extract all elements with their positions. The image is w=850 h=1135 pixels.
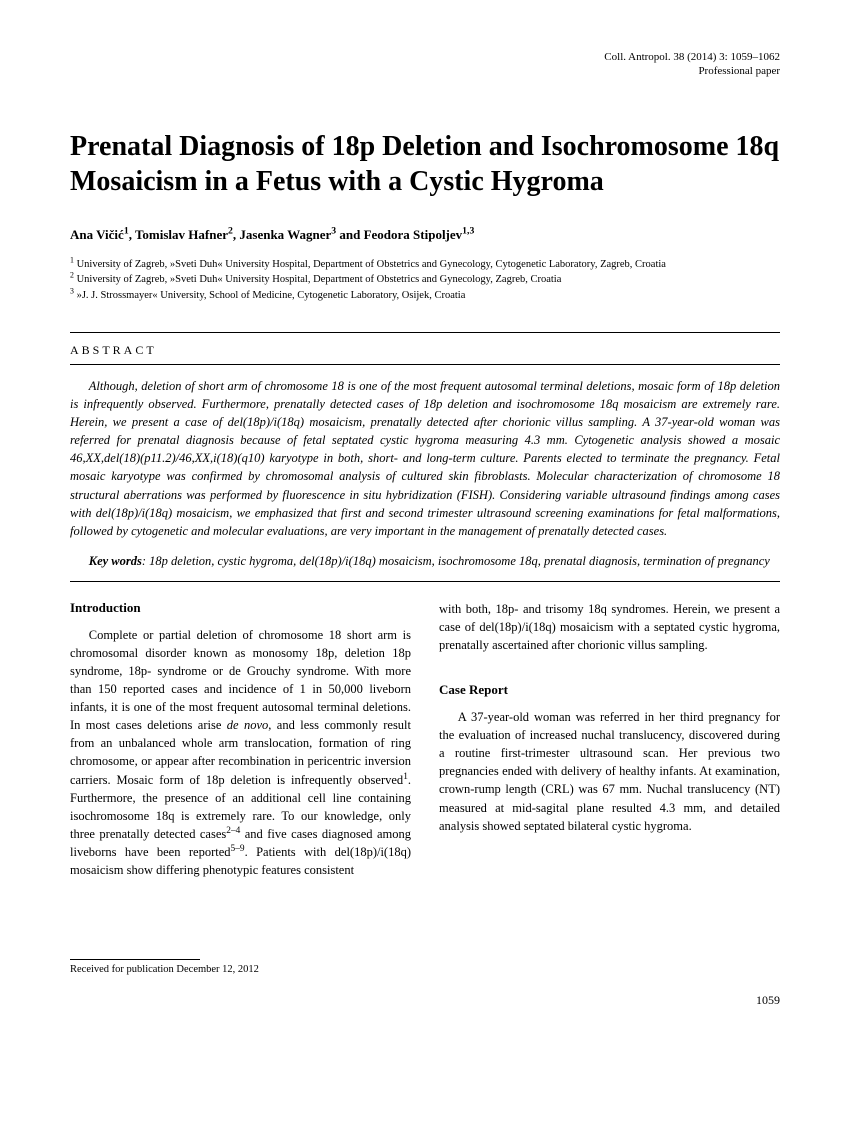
header-meta: Coll. Antropol. 38 (2014) 3: 1059–1062 P… <box>70 50 780 79</box>
divider <box>70 581 780 582</box>
abstract-body: Although, deletion of short arm of chrom… <box>70 377 780 540</box>
page-number: 1059 <box>70 993 780 1008</box>
affiliation: 1 University of Zagreb, »Sveti Duh« Univ… <box>70 257 780 273</box>
affiliation: 2 University of Zagreb, »Sveti Duh« Univ… <box>70 272 780 288</box>
keywords-label: Key words <box>89 554 142 568</box>
footnote-rule <box>70 959 200 960</box>
column-left: Introduction Complete or partial deletio… <box>70 600 411 880</box>
paper-type: Professional paper <box>698 65 780 77</box>
citation-line: Coll. Antropol. 38 (2014) 3: 1059–1062 <box>604 51 780 63</box>
intro-heading: Introduction <box>70 600 411 616</box>
abstract-heading: ABSTRACT <box>70 343 780 358</box>
divider <box>70 364 780 365</box>
case-report-heading: Case Report <box>439 682 780 698</box>
keywords: Key words: 18p deletion, cystic hygroma,… <box>70 552 780 570</box>
intro-paragraph: Complete or partial deletion of chromoso… <box>70 626 411 880</box>
column-right: with both, 18p- and trisomy 18q syndrome… <box>439 600 780 880</box>
body-columns: Introduction Complete or partial deletio… <box>70 600 780 880</box>
affiliation: 3 »J. J. Strossmayer« University, School… <box>70 288 780 304</box>
divider <box>70 332 780 333</box>
footer: Received for publication December 12, 20… <box>70 959 780 1008</box>
paper-title: Prenatal Diagnosis of 18p Deletion and I… <box>70 129 780 199</box>
intro-continuation: with both, 18p- and trisomy 18q syndrome… <box>439 600 780 654</box>
received-date: Received for publication December 12, 20… <box>70 964 780 975</box>
case-report-paragraph: A 37-year-old woman was referred in her … <box>439 708 780 835</box>
author-list: Ana Vičić1, Tomislav Hafner2, Jasenka Wa… <box>70 227 780 243</box>
keywords-list: : 18p deletion, cystic hygroma, del(18p)… <box>142 554 770 568</box>
affiliations: 1 University of Zagreb, »Sveti Duh« Univ… <box>70 257 780 304</box>
page: Coll. Antropol. 38 (2014) 3: 1059–1062 P… <box>0 0 850 1048</box>
